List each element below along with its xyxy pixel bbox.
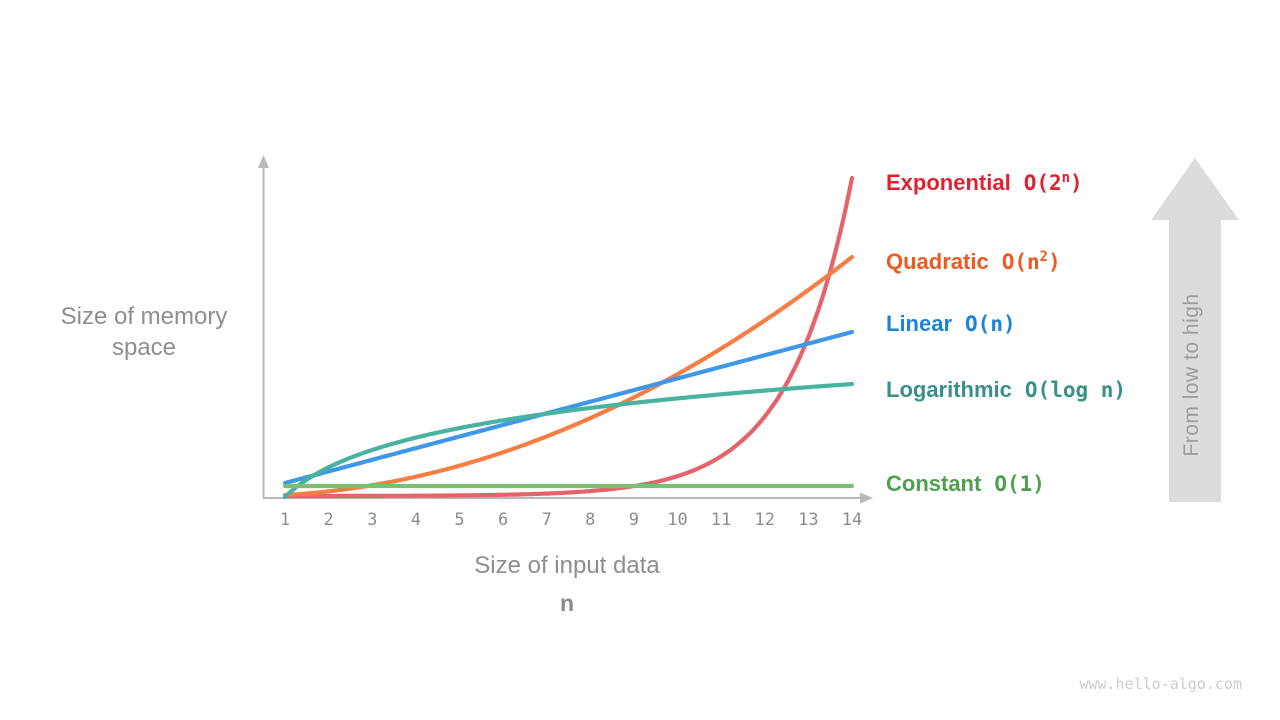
- flow-direction-label: From low to high: [1180, 293, 1203, 457]
- x-tick-label: 5: [454, 510, 465, 530]
- legend-name: Exponential: [886, 170, 1011, 195]
- curves-group: [282, 175, 855, 500]
- curve-linear: [282, 329, 855, 486]
- legend-name: Quadratic: [886, 249, 989, 274]
- curve-exponential: [282, 175, 855, 499]
- x-axis-label: Size of input data: [474, 552, 660, 579]
- x-tick-label: 7: [541, 510, 552, 530]
- legend-formula: O(n): [965, 312, 1016, 336]
- x-tick-label: 13: [798, 510, 819, 530]
- legend-item-quadratic: Quadratic O(n2): [886, 244, 1061, 275]
- x-axis-symbol: n: [559, 590, 575, 616]
- legend-name: Linear: [886, 311, 953, 336]
- x-tick-label: 3: [367, 510, 378, 530]
- x-tick-label: 2: [323, 510, 334, 530]
- legend-name: Constant: [886, 471, 982, 496]
- x-tick-label: 12: [754, 510, 775, 530]
- legend-name: Logarithmic: [886, 377, 1012, 402]
- x-tick-label: 11: [710, 510, 732, 530]
- watermark: www.hello-algo.com: [1079, 675, 1242, 693]
- legend-item-linear: Linear O(n): [886, 311, 1016, 337]
- y-axis-label: Size of memory space: [60, 303, 228, 361]
- legend-formula: O(1): [994, 472, 1045, 496]
- x-axis-arrow-icon: [860, 492, 873, 504]
- up-arrow-icon: [1151, 158, 1239, 502]
- x-tick-label: 1: [279, 510, 291, 530]
- legend-formula: O(n2): [1001, 249, 1061, 274]
- curve-logarithmic: [282, 381, 855, 500]
- legend-item-logarithmic: Logarithmic O(log n): [886, 377, 1126, 403]
- x-tick-label: 4: [410, 510, 421, 530]
- x-tick-label: 14: [841, 510, 863, 530]
- legend-item-exponential: Exponential O(2n): [886, 165, 1083, 196]
- y-axis-arrow-icon: [258, 155, 269, 168]
- x-tick-label: 6: [497, 510, 509, 530]
- x-tick-label: 10: [667, 510, 688, 530]
- legend-formula: O(2n): [1023, 170, 1083, 195]
- legend-formula: O(log n): [1024, 378, 1127, 402]
- x-tick-label: 9: [628, 510, 640, 530]
- x-tick-label: 8: [585, 510, 596, 530]
- legend-item-constant: Constant O(1): [886, 471, 1045, 497]
